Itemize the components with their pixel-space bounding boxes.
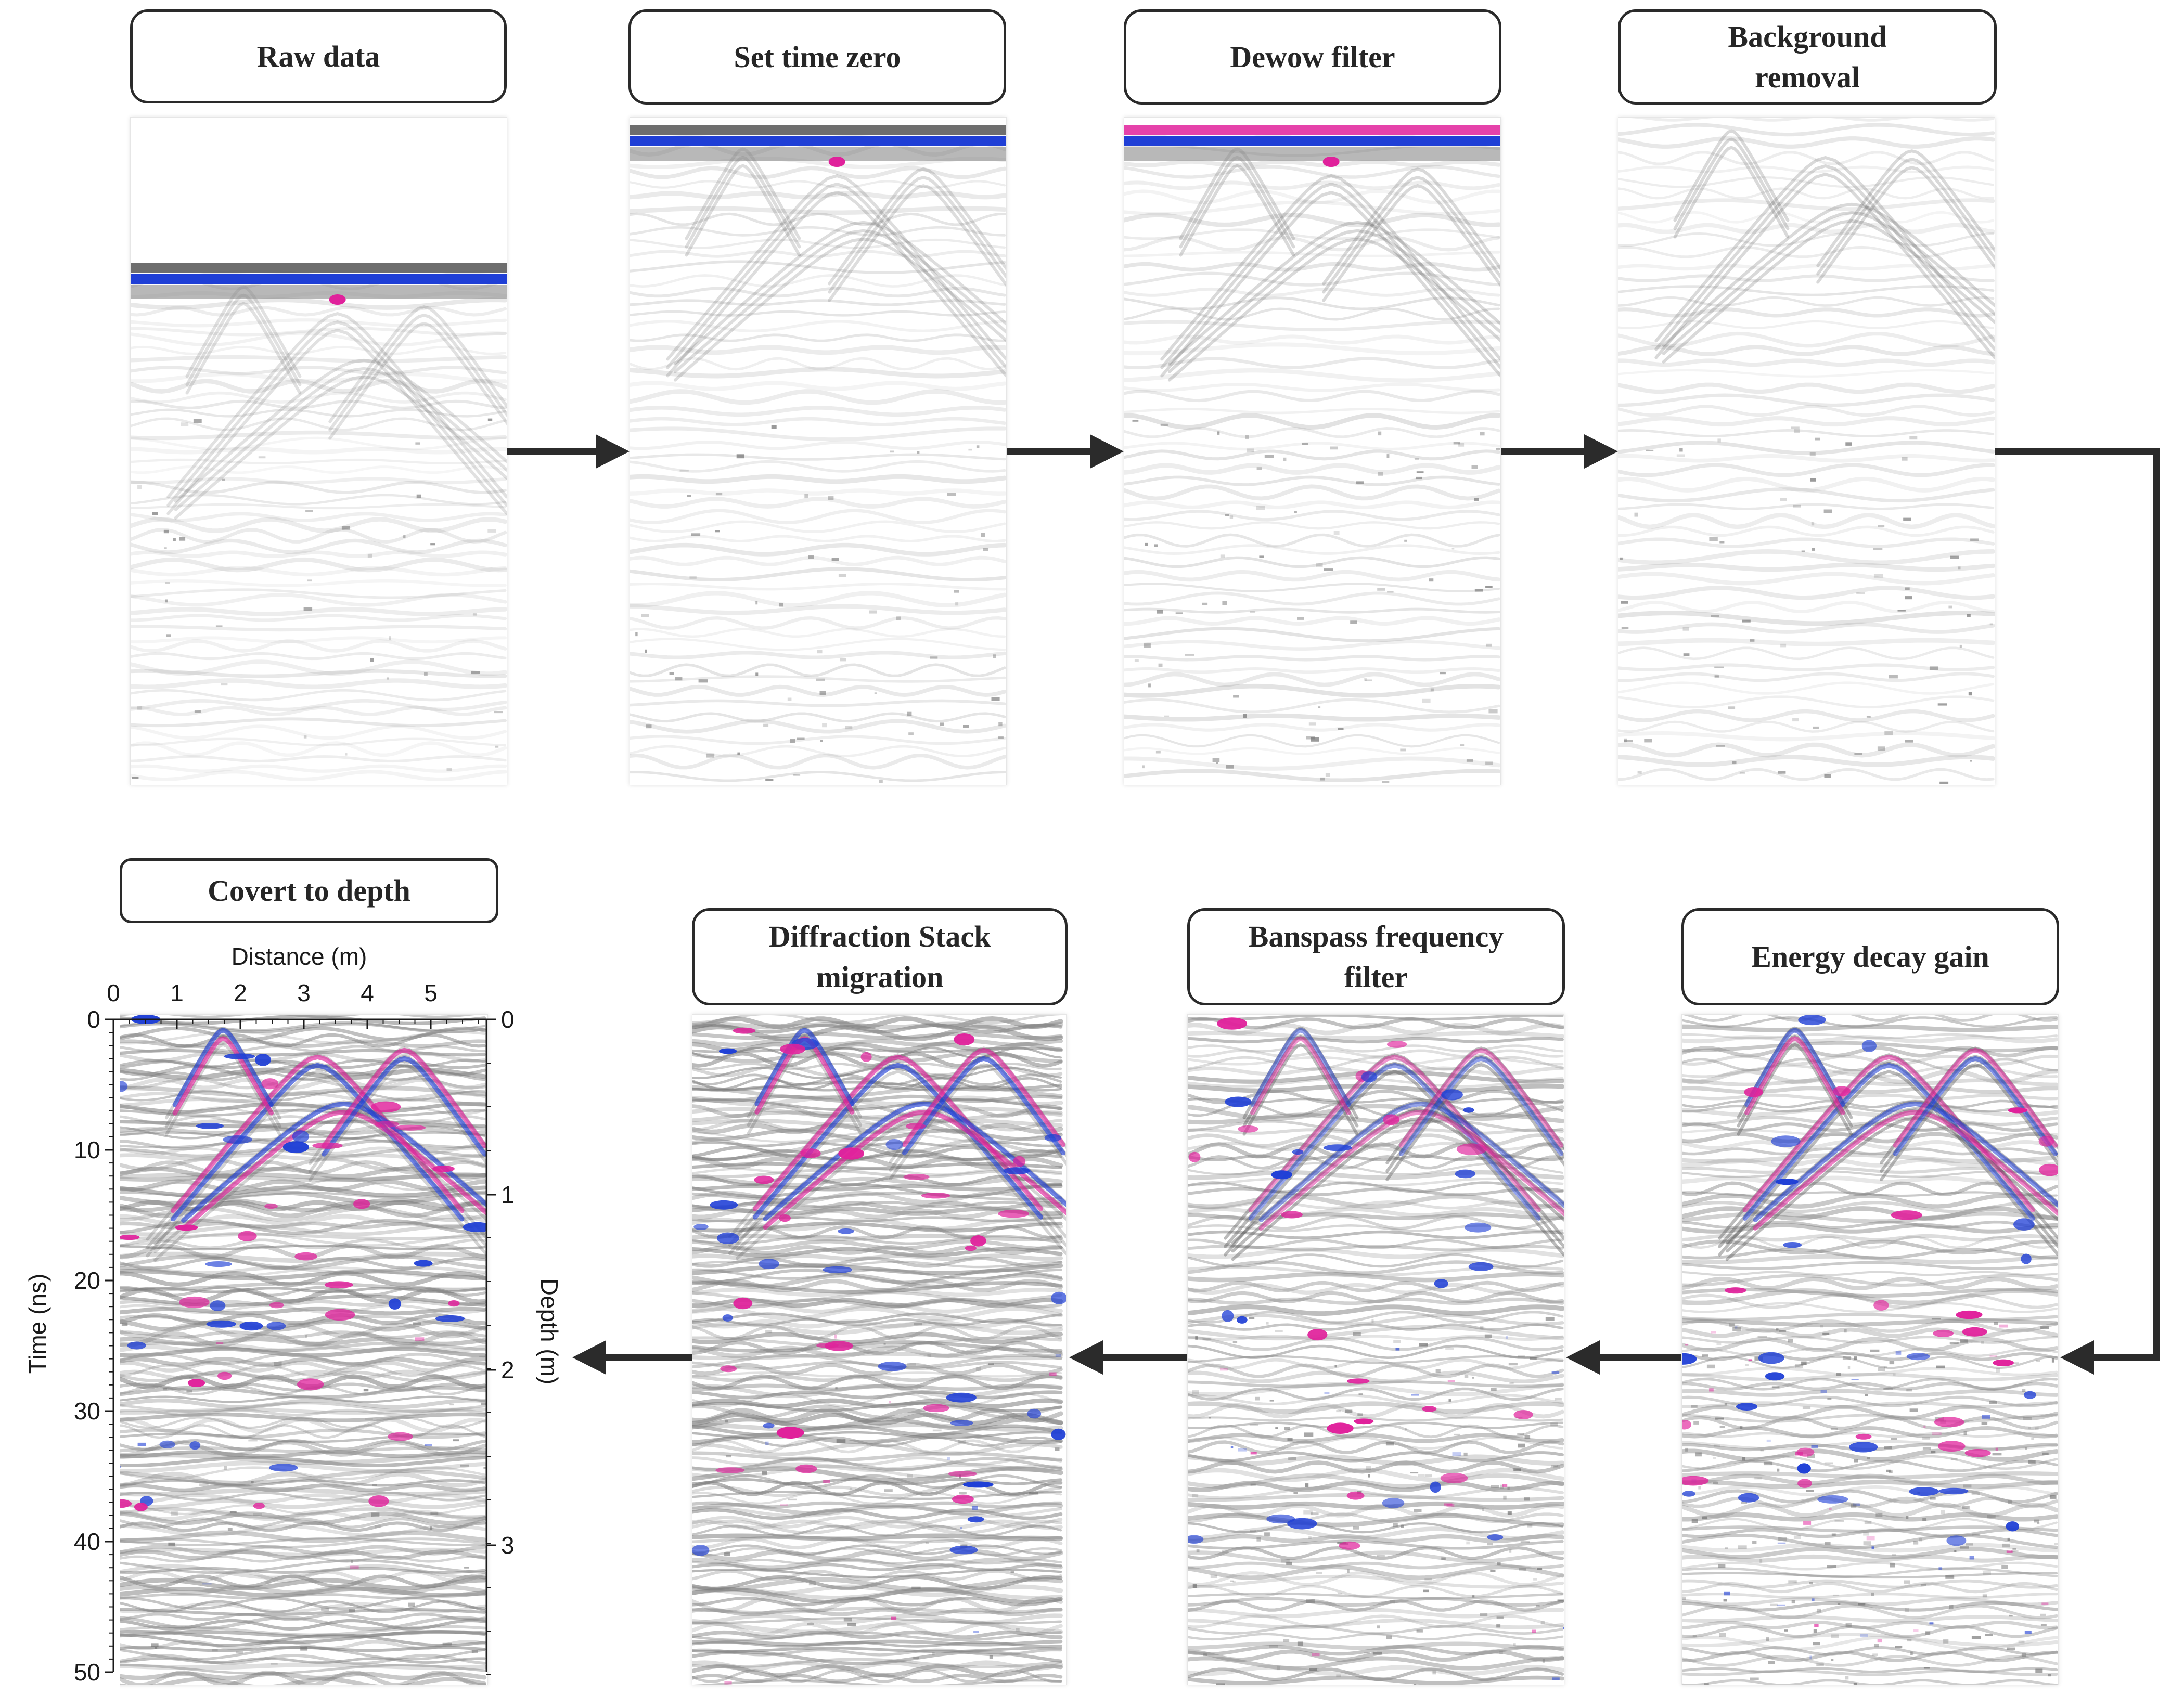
step-title-line: Background (1728, 19, 1887, 54)
step-title-line: Energy decay gain (1751, 939, 1989, 974)
distance-tick-label: 2 (234, 979, 247, 1006)
step-title-line: Banspass frequency (1248, 919, 1504, 953)
time-tick-label: 30 (74, 1398, 100, 1425)
depth-tick-label: 3 (501, 1532, 515, 1559)
radargram-texture (131, 118, 507, 785)
radargram-texture (692, 1015, 1066, 1685)
distance-tick-label: 5 (424, 979, 438, 1006)
time-tick-label: 10 (74, 1136, 100, 1163)
step-label-bandpass-filter: Banspass frequency filter (1187, 908, 1565, 1005)
step-label-set-time-zero: Set time zero (628, 9, 1006, 105)
step-label-background-removal: Background removal (1618, 9, 1997, 105)
depth-tick-label: 2 (501, 1356, 515, 1383)
step-title-line: Diffraction Stack (768, 919, 991, 953)
step-label-dewow-filter: Dewow filter (1124, 9, 1501, 105)
radargram-raw-data (130, 117, 507, 785)
radargram-set-time-zero (630, 117, 1007, 785)
depth-axis-label: Depth (m) (536, 1278, 563, 1384)
time-axis-label: Time (ns) (24, 1274, 51, 1374)
radargram-texture (1188, 1015, 1564, 1685)
radargram-texture (1618, 118, 1995, 785)
distance-tick-label: 3 (297, 979, 311, 1006)
radargram-texture (630, 118, 1006, 785)
step-title-line: migration (816, 960, 944, 994)
radargram-texture (110, 1015, 487, 1685)
step-title-line: Dewow filter (1230, 40, 1395, 74)
radargram-diffraction-stack-migration (692, 1014, 1067, 1685)
radargram-texture (1124, 118, 1500, 785)
distance-tick-label: 0 (107, 979, 120, 1006)
step-label-convert-to-depth: Covert to depth (120, 858, 498, 923)
time-tick-label: 20 (74, 1267, 100, 1294)
radargram-convert-to-depth (109, 1014, 488, 1685)
depth-tick-label: 0 (501, 1006, 515, 1033)
distance-tick-label: 1 (170, 979, 184, 1006)
time-tick-label: 0 (87, 1006, 100, 1033)
radargram-dewow-filter (1124, 117, 1501, 785)
step-title-line: filter (1344, 960, 1408, 994)
step-title-line: Set time zero (734, 40, 901, 74)
time-tick-label: 40 (74, 1528, 100, 1555)
depth-tick-label: 1 (501, 1181, 515, 1208)
distance-axis-label: Distance (m) (232, 943, 367, 970)
step-label-diffraction-stack-migration: Diffraction Stack migration (692, 908, 1068, 1005)
step-title-line: Raw data (256, 39, 380, 73)
step-title-line: removal (1755, 60, 1860, 94)
time-tick-label: 50 (74, 1659, 100, 1686)
step-label-raw-data: Raw data (130, 9, 507, 103)
distance-tick-label: 4 (361, 979, 374, 1006)
radargram-bandpass-filter (1187, 1014, 1564, 1685)
radargram-background-removal (1618, 117, 1995, 785)
step-title-line: Covert to depth (208, 873, 410, 908)
